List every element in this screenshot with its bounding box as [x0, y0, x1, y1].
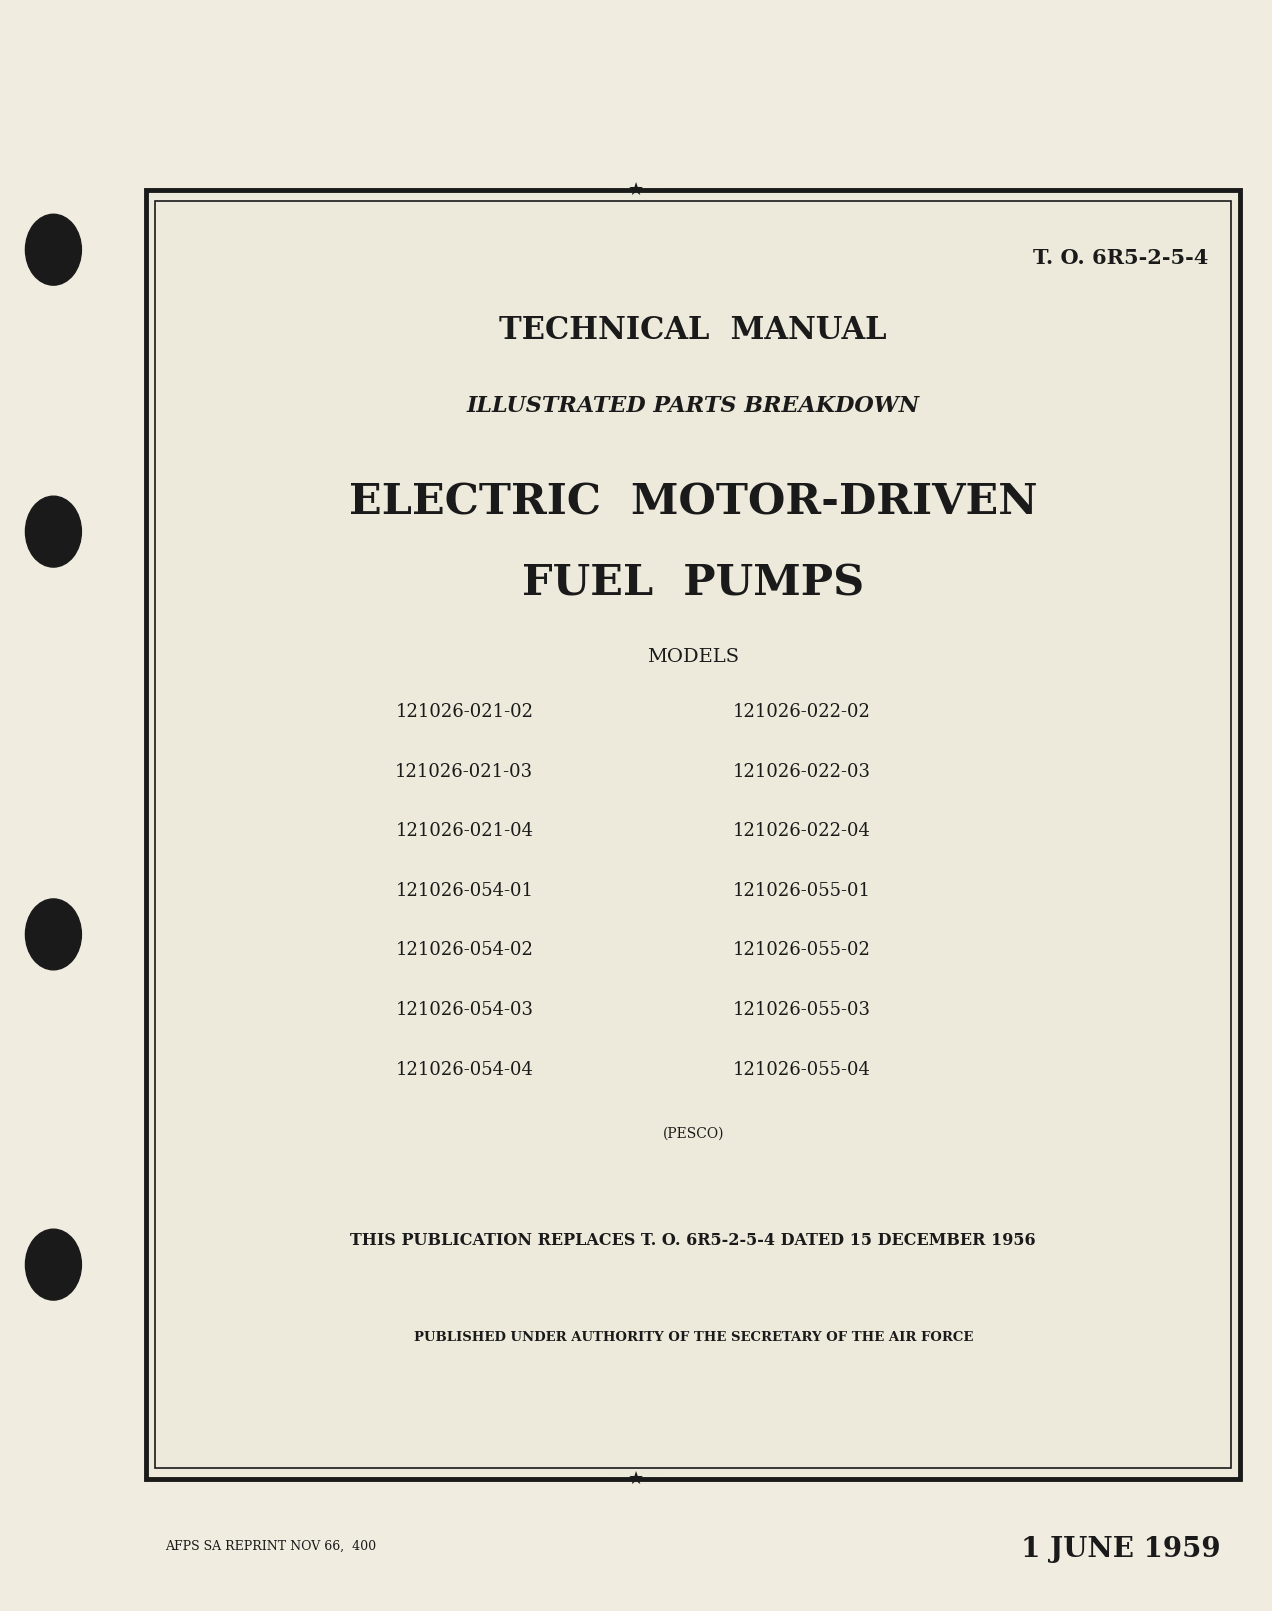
Text: ILLUSTRATED PARTS BREAKDOWN: ILLUSTRATED PARTS BREAKDOWN: [467, 395, 920, 417]
Text: 121026-055-04: 121026-055-04: [733, 1060, 870, 1079]
Text: 121026-054-03: 121026-054-03: [396, 1000, 533, 1020]
Text: ★: ★: [628, 180, 644, 200]
Text: T. O. 6R5-2-5-4: T. O. 6R5-2-5-4: [1033, 248, 1208, 267]
Text: 121026-022-04: 121026-022-04: [733, 822, 870, 841]
Text: 121026-021-04: 121026-021-04: [396, 822, 533, 841]
Text: ★: ★: [628, 1469, 644, 1489]
Text: MODELS: MODELS: [647, 648, 739, 667]
Text: 121026-054-01: 121026-054-01: [396, 881, 533, 901]
Text: 121026-054-04: 121026-054-04: [396, 1060, 533, 1079]
Text: PUBLISHED UNDER AUTHORITY OF THE SECRETARY OF THE AIR FORCE: PUBLISHED UNDER AUTHORITY OF THE SECRETA…: [413, 1331, 973, 1344]
Text: 1 JUNE 1959: 1 JUNE 1959: [1021, 1537, 1221, 1563]
Text: 121026-021-03: 121026-021-03: [396, 762, 533, 781]
Text: ELECTRIC  MOTOR-DRIVEN: ELECTRIC MOTOR-DRIVEN: [349, 482, 1038, 524]
Text: 121026-055-02: 121026-055-02: [733, 941, 870, 960]
Text: 121026-054-02: 121026-054-02: [396, 941, 533, 960]
Circle shape: [25, 1229, 81, 1300]
Text: AFPS SA REPRINT NOV 66,  400: AFPS SA REPRINT NOV 66, 400: [165, 1540, 377, 1553]
Text: 121026-055-01: 121026-055-01: [733, 881, 870, 901]
Text: 121026-022-02: 121026-022-02: [733, 702, 870, 722]
Bar: [146, 190, 1240, 1479]
Text: 121026-022-03: 121026-022-03: [733, 762, 870, 781]
Circle shape: [25, 214, 81, 285]
Text: THIS PUBLICATION REPLACES T. O. 6R5-2-5-4 DATED 15 DECEMBER 1956: THIS PUBLICATION REPLACES T. O. 6R5-2-5-…: [350, 1232, 1037, 1249]
Text: FUEL  PUMPS: FUEL PUMPS: [522, 562, 865, 604]
Bar: [155, 201, 1231, 1468]
Bar: [146, 190, 1240, 1479]
Circle shape: [25, 899, 81, 970]
Text: (PESCO): (PESCO): [663, 1128, 724, 1141]
Circle shape: [25, 496, 81, 567]
Text: 121026-021-02: 121026-021-02: [396, 702, 533, 722]
Text: 121026-055-03: 121026-055-03: [733, 1000, 870, 1020]
Text: TECHNICAL  MANUAL: TECHNICAL MANUAL: [500, 314, 887, 346]
